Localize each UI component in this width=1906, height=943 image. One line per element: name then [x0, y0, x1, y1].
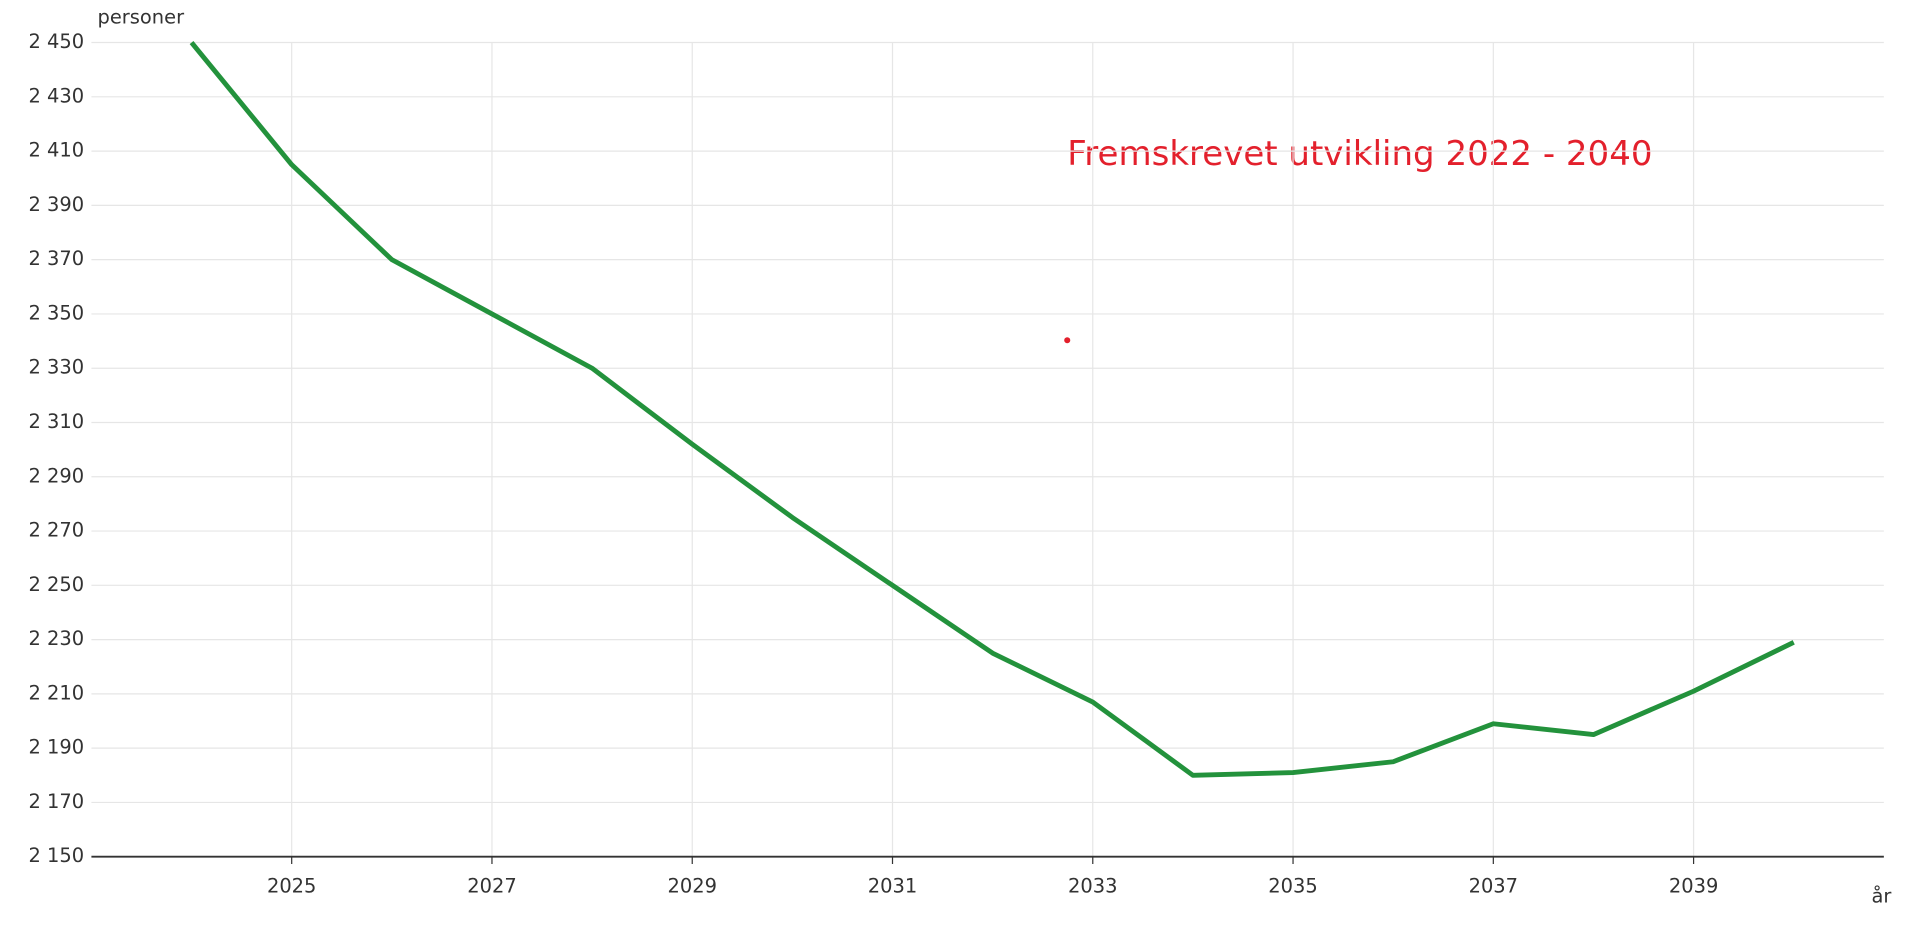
y-tick-label: 2 370	[28, 247, 84, 270]
y-axis-label: personer	[97, 6, 184, 29]
data-line	[189, 40, 1795, 778]
y-tick-label: 2 170	[28, 790, 84, 813]
x-tick-label: 2037	[1469, 875, 1518, 898]
x-tick-label: 2039	[1669, 875, 1718, 898]
y-tick-label: 2 390	[28, 193, 84, 216]
annotation: Fremskrevet utvikling 2022 - 2040	[1067, 134, 1652, 174]
x-tick-label: 2025	[267, 875, 316, 898]
y-tick-label: 2 350	[28, 301, 84, 324]
y-tick-label: 2 150	[28, 844, 84, 867]
x-tick-label: 2027	[467, 875, 516, 898]
y-tick-label: 2 290	[28, 464, 84, 487]
y-tick-label: 2 190	[28, 736, 84, 759]
x-tick-label: 2035	[1268, 875, 1317, 898]
dot	[1064, 337, 1071, 344]
x-axis-label: år	[1871, 884, 1891, 907]
y-tick-label: 2 250	[28, 573, 84, 596]
y-tick-label: 2 310	[28, 410, 84, 433]
y-tick-label: 2 430	[28, 84, 84, 107]
y-tick-label: 2 330	[28, 356, 84, 379]
y-tick-label: 2 410	[28, 139, 84, 162]
x-tick-label: 2033	[1068, 875, 1117, 898]
x-tick-label: 2029	[667, 875, 716, 898]
x-tick-label: 2031	[868, 875, 917, 898]
y-tick-label: 2 450	[28, 30, 84, 53]
y-tick-label: 2 230	[28, 627, 84, 650]
y-tick-label: 2 210	[28, 681, 84, 704]
y-tick-label: 2 270	[28, 519, 84, 542]
